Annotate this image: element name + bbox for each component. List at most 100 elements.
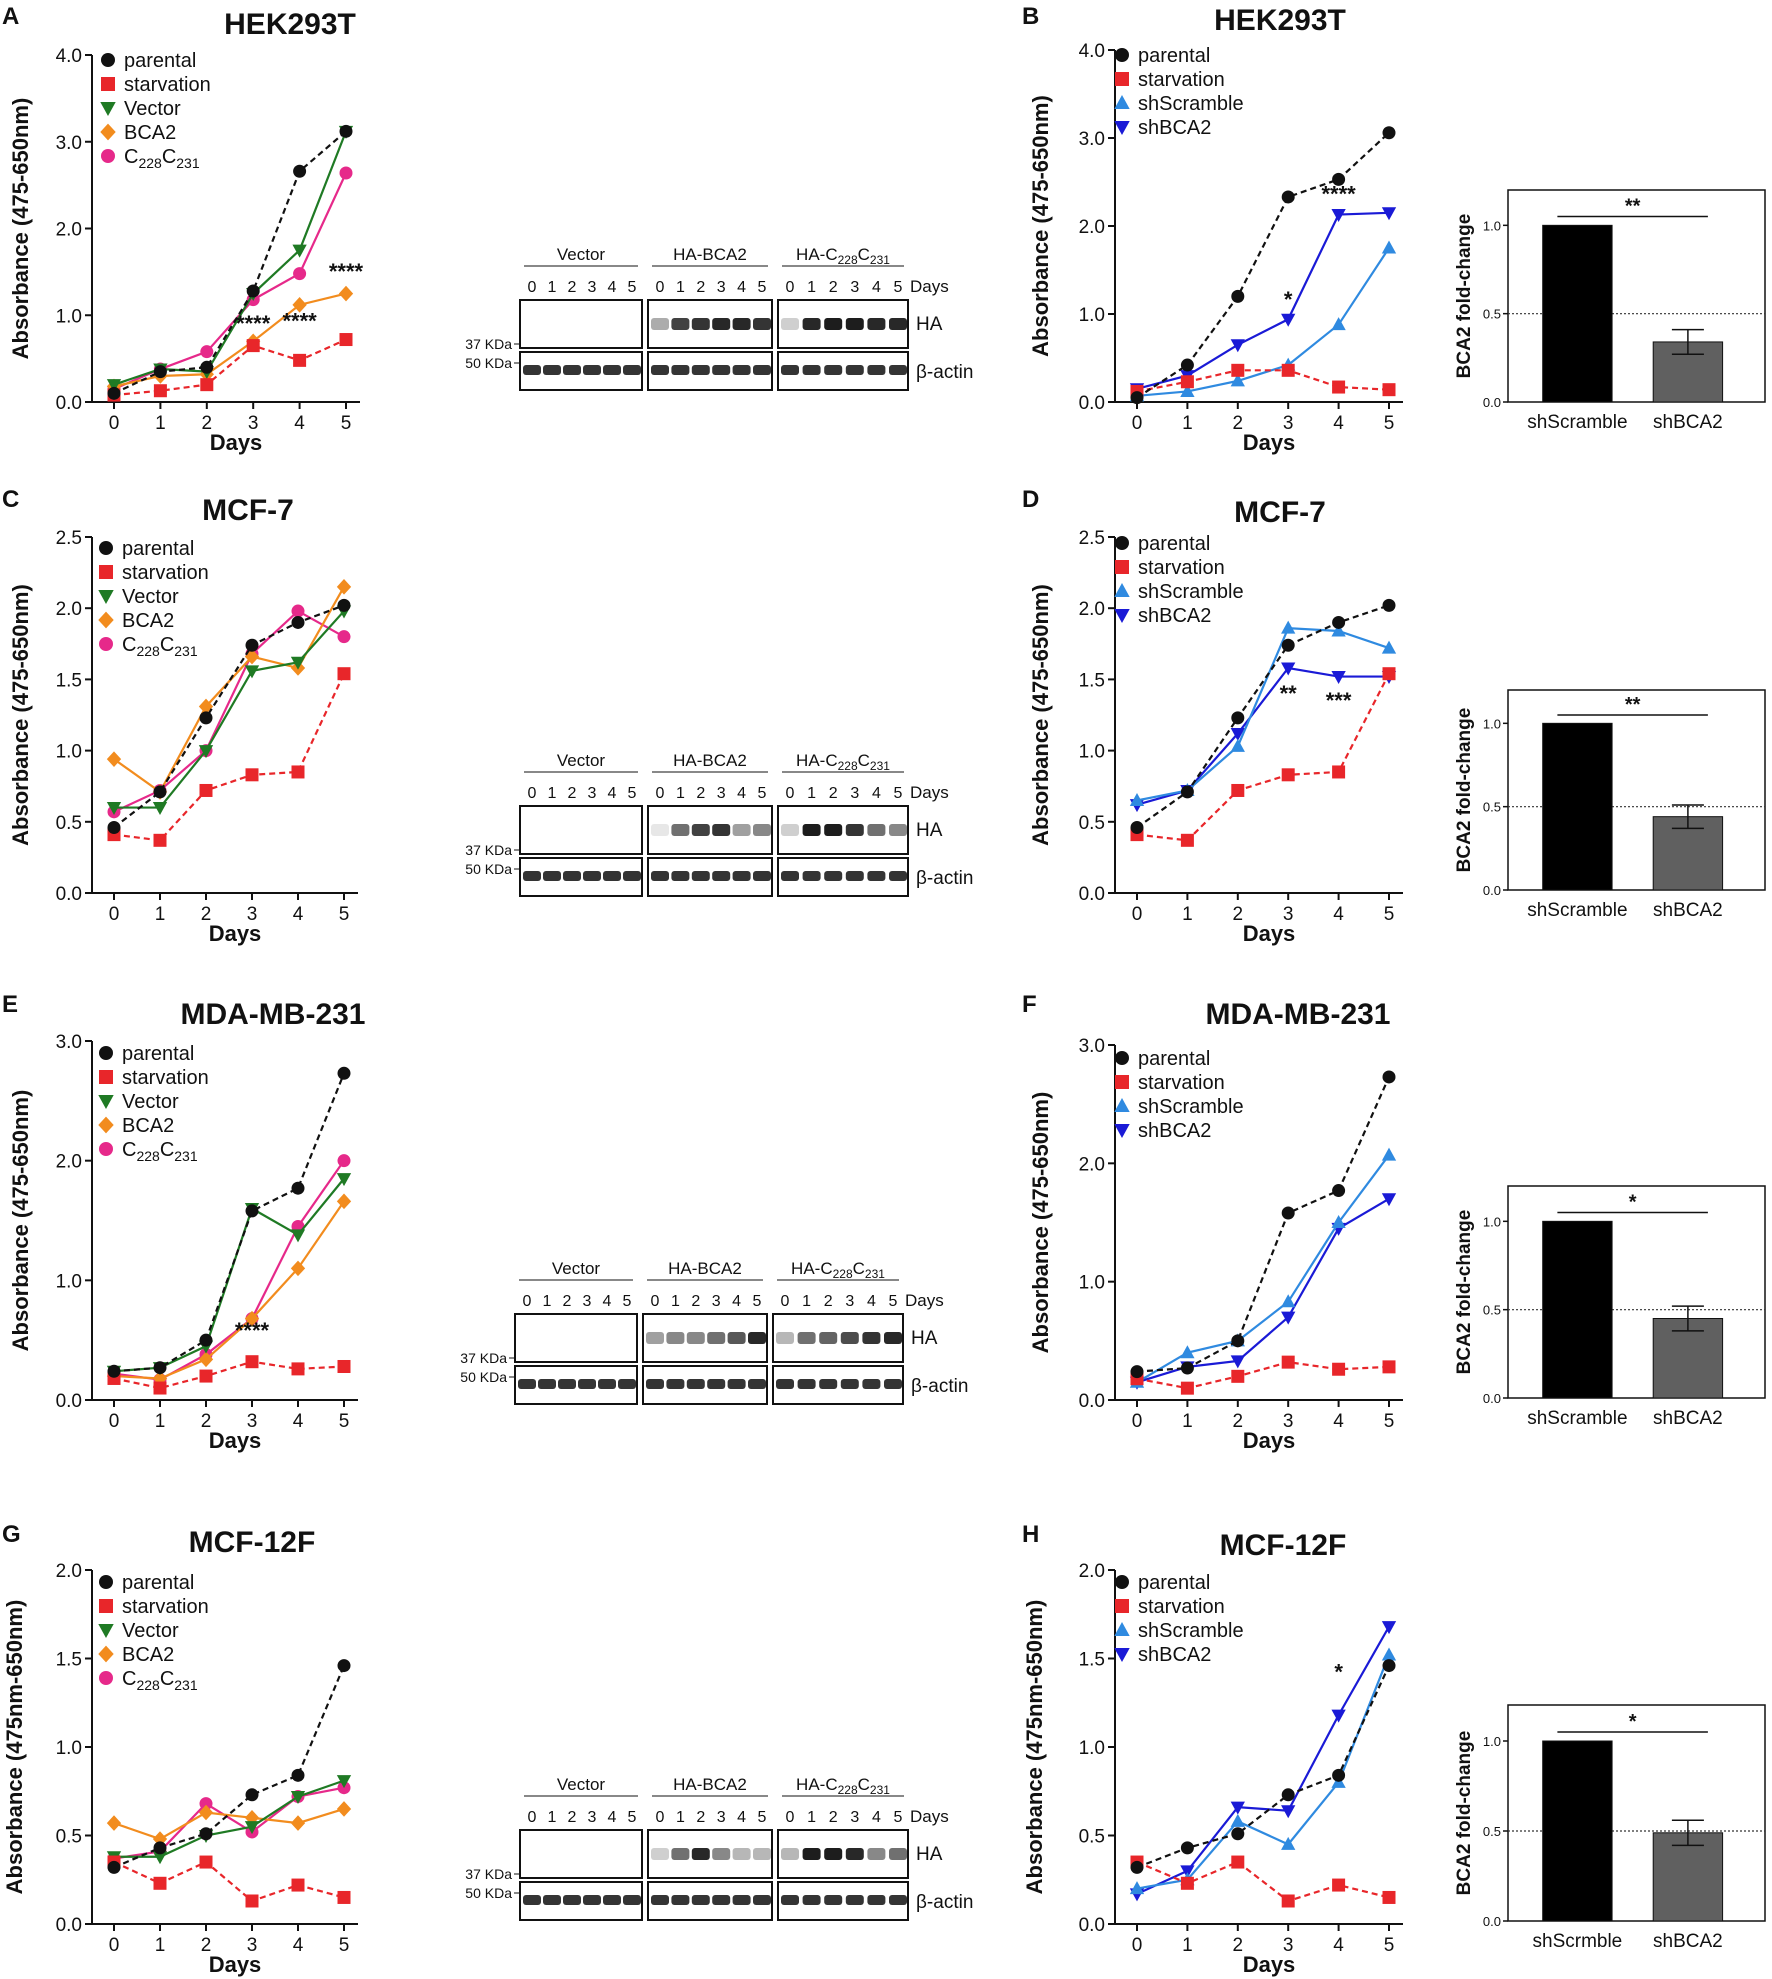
- blot-lane-label: 0: [528, 785, 537, 802]
- data-point-vector: Vector day 4: 1.38: [290, 1229, 306, 1243]
- blot-lane-label: 5: [758, 279, 767, 296]
- blot-ha-label: HA: [916, 1844, 943, 1865]
- blot-band-actin: [889, 871, 907, 881]
- data-point-starvation: starvation day 3: 0.13: [245, 1894, 259, 1908]
- chart-title: MDA-MB-231: [1205, 998, 1390, 1031]
- x-tick-label: 2: [1233, 1935, 1244, 1956]
- legend-marker-parental: [1115, 1575, 1129, 1589]
- data-point-shscramble: shScramble day 4: 0.88: [1331, 317, 1346, 331]
- blot-band-actin: [558, 1379, 576, 1389]
- blot-band-actin: [712, 871, 731, 881]
- blot-lane-label: 0: [781, 1293, 790, 1310]
- y-tick-label: 1.0: [1483, 1214, 1501, 1229]
- legend-marker-c228c231: [99, 637, 113, 651]
- line-chart-E: E MDA-MB-231 0.0 1.0 2.0 3.0 0 1 2 3 4 5 Days Absorba…: [2, 991, 366, 1453]
- data-point-parental: parental day 1: 0.43: [153, 1841, 167, 1855]
- blot-lane-label: 1: [676, 1809, 685, 1826]
- series-line-starvation: [1136, 673, 1390, 842]
- y-tick-label: 2.0: [1079, 1561, 1105, 1582]
- blot-band-actin: [543, 871, 561, 881]
- line-chart-H: H MCF-12F 0.0 0.5 1.0 1.5 2.0 0 1 2 3 4 5 Days Absorba…: [1022, 1521, 1403, 1977]
- blot-lane-label: 1: [671, 1293, 680, 1310]
- bar-frame: [1507, 189, 1766, 403]
- significance-annotation: **: [1625, 694, 1641, 716]
- x-tick-label: 5: [1384, 904, 1395, 925]
- data-point-parental: parental day 1: 0.43: [1180, 1841, 1194, 1855]
- bar-chart-D-bar: 0.0 0.5 1.0 BCA2 fold-change shScramble shBCA…: [1454, 689, 1766, 921]
- series-line-shbca2: [1136, 1197, 1390, 1384]
- data-point-parental: parental day 2: 0.5: [1231, 1334, 1245, 1348]
- blot-days-label: Days: [905, 1291, 944, 1310]
- blot-band-actin: [753, 365, 771, 375]
- data-point-parental: parental day 0: 0.24: [1130, 1365, 1144, 1379]
- x-category-label: shBCA2: [1653, 900, 1723, 921]
- significance-annotation: ***: [1326, 688, 1352, 713]
- data-point-c228c231: C228C231 day 2: 0.68: [199, 1797, 213, 1811]
- x-tick-label: 1: [155, 904, 166, 925]
- blot-lane-label: 1: [676, 279, 685, 296]
- legend-label: BCA2: [122, 1644, 174, 1666]
- data-point-vector: Vector day 1: 0.38: [152, 1851, 168, 1865]
- y-tick-label: 2.0: [56, 1561, 82, 1582]
- y-axis-label: Absorbance (475-650nm): [8, 584, 33, 846]
- x-tick-label: 2: [1233, 1411, 1244, 1432]
- blot-group-label: HA-C228C231: [796, 245, 890, 267]
- blot-lane-label: 0: [786, 279, 795, 296]
- data-point-parental: parental day 1: 0.71: [1180, 785, 1194, 799]
- y-tick-label: 0.5: [1079, 813, 1105, 834]
- data-point-starvation: starvation day 1: 0.1: [153, 1381, 167, 1395]
- data-point-parental: parental day 2: 0.5: [199, 1333, 213, 1347]
- blot-band-actin: [523, 365, 541, 375]
- legend-marker-parental: [99, 1046, 113, 1060]
- data-point-starvation: starvation day 2: 0.2: [1231, 1369, 1245, 1383]
- blot-ha-box: [772, 1313, 904, 1363]
- blot-band-actin: [651, 871, 669, 881]
- blot-band-actin: [623, 1895, 641, 1905]
- blot-lane-label: 2: [696, 785, 705, 802]
- blot-group-label: HA-C228C231: [791, 1259, 885, 1281]
- data-point-parental: parental day 4: 2.66: [293, 164, 307, 178]
- blot-lane-label: 5: [628, 785, 637, 802]
- blot-group-label: Vector: [557, 245, 606, 264]
- blot-band-actin: [732, 365, 751, 375]
- x-tick-label: 5: [1384, 1935, 1395, 1956]
- data-point-starvation: starvation day 2: 0.2: [200, 378, 214, 392]
- blot-band-ha: [840, 1332, 859, 1344]
- blot-band-actin: [523, 1895, 541, 1905]
- legend-label: parental: [124, 50, 196, 72]
- blot-ha-box: [642, 1313, 768, 1363]
- x-tick-label: 4: [293, 1411, 304, 1432]
- blot-label-part: 231: [870, 1783, 890, 1797]
- blot-band-ha: [802, 318, 821, 330]
- blot-band-actin: [691, 1895, 710, 1905]
- blot-lane-label: 0: [656, 279, 665, 296]
- blot-band-actin: [603, 365, 621, 375]
- blot-band-actin: [543, 365, 561, 375]
- blot-band-actin: [781, 1895, 799, 1905]
- legend-label: shScramble: [1138, 93, 1244, 115]
- y-tick-label: 1.0: [1079, 305, 1105, 326]
- x-category-label: shBCA2: [1653, 412, 1723, 433]
- data-point-parental: parental day 5: 1.46: [337, 1659, 351, 1673]
- blot-lane-label: 5: [628, 279, 637, 296]
- data-point-c228c231: C228C231 day 4: 1.98: [291, 604, 305, 618]
- significance-annotation: *: [1629, 1711, 1637, 1733]
- blot-label-part: HA-C: [796, 751, 838, 770]
- blot-actin-label: β-actin: [916, 362, 973, 383]
- blot-label-part: C: [858, 1775, 870, 1794]
- x-tick-label: 0: [1132, 1935, 1143, 1956]
- data-point-parental: parental day 3: 1.58: [1281, 1206, 1295, 1220]
- series-line-shscramble: [1136, 247, 1390, 397]
- y-tick-label: 2.0: [56, 220, 82, 241]
- x-tick-label: 0: [109, 1411, 120, 1432]
- x-axis-label: Days: [209, 1428, 262, 1453]
- data-point-parental: parental day 0: 0.32: [1130, 1860, 1144, 1874]
- bar-shBCA2: [1652, 1832, 1724, 1922]
- y-tick-label: 0.0: [56, 1915, 82, 1936]
- blot-band-actin: [732, 1895, 751, 1905]
- blot-lane-label: 4: [732, 1293, 741, 1310]
- series-line-c228c231: [113, 1160, 345, 1381]
- series-line-vector: [113, 130, 348, 386]
- bar-chart-B-bar: 0.0 0.5 1.0 BCA2 fold-change shScramble shBCA…: [1454, 189, 1766, 433]
- blot-band-ha: [666, 1332, 685, 1344]
